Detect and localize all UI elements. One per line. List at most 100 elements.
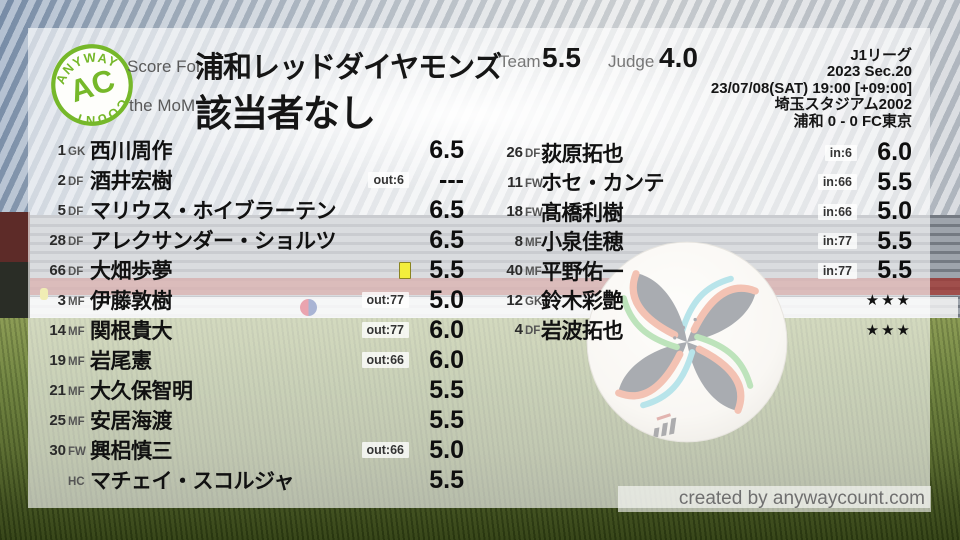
player-name: 鈴木彩艶 bbox=[541, 290, 624, 314]
substitution-badge: out:77 bbox=[361, 322, 409, 338]
player-position: FW bbox=[68, 445, 86, 458]
player-number: 2 bbox=[57, 171, 66, 189]
player-number: 40 bbox=[506, 262, 523, 280]
player-name: 荻原拓也 bbox=[541, 142, 623, 166]
player-row: 26 DF 荻原拓也 in:6 6.0 bbox=[490, 138, 930, 168]
player-number: 4 bbox=[514, 321, 523, 339]
player-number: 1 bbox=[57, 141, 66, 159]
player-name: 岩波拓也 bbox=[541, 319, 624, 343]
player-name: ホセ・カンテ bbox=[541, 172, 664, 196]
mom-value: 該当者なし bbox=[195, 93, 376, 134]
player-position: FW bbox=[525, 207, 543, 220]
credit-text: created by anywaycount.com bbox=[678, 488, 925, 509]
player-name: 興梠慎三 bbox=[90, 440, 172, 463]
player-number: 25 bbox=[49, 411, 66, 429]
player-name: 関根貴大 bbox=[90, 320, 172, 343]
player-number: 8 bbox=[514, 232, 523, 250]
player-position: MF bbox=[68, 325, 85, 338]
player-row: 66 DF 大畑歩夢 5.5 bbox=[28, 255, 482, 285]
substitution-badge: in:6 bbox=[824, 144, 857, 161]
player-rating: 6.0 bbox=[429, 315, 464, 344]
credit-bar: created by anywaycount.com bbox=[618, 486, 931, 512]
yellow-card-icon bbox=[399, 261, 411, 279]
player-rating: 6.5 bbox=[429, 135, 464, 164]
player-position: MF bbox=[68, 385, 85, 398]
player-row: 8 MF 小泉佳穂 in:77 5.5 bbox=[490, 227, 930, 257]
player-row: 4 DF 岩波拓也 ★★★ bbox=[490, 315, 930, 345]
player-number: 28 bbox=[49, 231, 66, 249]
substitution-badge: in:66 bbox=[817, 174, 857, 191]
player-row: HC マチェイ・スコルジャ 5.5 bbox=[28, 465, 482, 495]
player-rating: 6.5 bbox=[429, 195, 464, 224]
player-position: DF bbox=[525, 325, 541, 338]
player-rating: 5.5 bbox=[877, 167, 912, 196]
player-position: DF bbox=[68, 265, 84, 278]
player-number: 66 bbox=[49, 261, 66, 279]
player-row: 12 GK 鈴木彩艶 ★★★ bbox=[490, 286, 930, 316]
left-dark-detail bbox=[0, 262, 30, 318]
substitution-badge: out:6 bbox=[368, 172, 409, 188]
player-name: マリウス・ホイブラーテン bbox=[90, 200, 337, 223]
substitutes-list: 26 DF 荻原拓也 in:6 6.0 11 FW ホセ・カンテ in:66 5… bbox=[490, 138, 930, 345]
player-rating: 5.5 bbox=[429, 405, 464, 434]
player-name: 小泉佳穂 bbox=[541, 231, 623, 255]
player-name: 髙橋利樹 bbox=[541, 201, 623, 225]
player-rating: 5.5 bbox=[429, 375, 464, 404]
player-name: 岩尾憲 bbox=[90, 350, 152, 373]
player-position: MF bbox=[68, 415, 85, 428]
player-name: 平野佑一 bbox=[541, 260, 623, 284]
player-row: 5 DF マリウス・ホイブラーテン 6.5 bbox=[28, 195, 482, 225]
player-rating: 6.5 bbox=[429, 225, 464, 254]
starters-list: 1 GK 西川周作 6.5 2 DF 酒井宏樹 out:6 --- 5 DF マ… bbox=[28, 135, 482, 495]
player-row: 40 MF 平野佑一 in:77 5.5 bbox=[490, 256, 930, 286]
player-name: 酒井宏樹 bbox=[90, 170, 173, 193]
player-name: 大久保智明 bbox=[90, 380, 193, 403]
player-position: HC bbox=[68, 475, 85, 488]
anywaycount-logo: ANYWAY COUNT AC bbox=[47, 41, 135, 136]
left-stand-detail bbox=[0, 212, 30, 270]
final-score: 浦和 0 - 0 FC東京 bbox=[793, 112, 912, 130]
player-row: 30 FW 興梠慎三 out:66 5.0 bbox=[28, 435, 482, 465]
player-position: MF bbox=[525, 236, 542, 249]
player-rating: 5.0 bbox=[877, 197, 912, 226]
kickoff-datetime: 23/07/08(SAT) 19:00 [+09:00] bbox=[710, 79, 912, 97]
player-number: 19 bbox=[49, 351, 66, 369]
team-score-value: 5.5 bbox=[542, 42, 581, 73]
player-number: 14 bbox=[49, 321, 66, 339]
player-rating: 5.5 bbox=[429, 255, 464, 284]
score-for-label: Score For bbox=[127, 57, 202, 76]
player-number: 3 bbox=[57, 291, 66, 309]
player-rating: 6.0 bbox=[429, 345, 464, 374]
substitution-badge: out:66 bbox=[361, 442, 409, 458]
translucent-overlay bbox=[28, 28, 930, 508]
player-position: DF bbox=[68, 205, 84, 218]
player-name: 大畑歩夢 bbox=[90, 260, 173, 283]
player-stars: ★★★ bbox=[865, 321, 912, 339]
substitution-badge: in:66 bbox=[817, 203, 857, 220]
player-position: MF bbox=[68, 295, 85, 308]
substitution-badge: in:77 bbox=[817, 233, 857, 250]
player-number: 18 bbox=[506, 203, 523, 221]
player-row: 19 MF 岩尾憲 out:66 6.0 bbox=[28, 345, 482, 375]
player-rating: --- bbox=[439, 165, 464, 194]
league-name: J1リーグ bbox=[850, 47, 912, 64]
season-section: 2023 Sec.20 bbox=[826, 63, 912, 81]
player-number: 26 bbox=[506, 144, 523, 162]
player-name: 伊藤敦樹 bbox=[90, 290, 172, 313]
player-row: 3 MF 伊藤敦樹 out:77 5.0 bbox=[28, 285, 482, 315]
player-position: DF bbox=[68, 235, 84, 248]
player-row: 11 FW ホセ・カンテ in:66 5.5 bbox=[490, 168, 930, 198]
player-number: 30 bbox=[49, 441, 66, 459]
player-position: DF bbox=[68, 175, 84, 188]
match-info-block: J1リーグ 2023 Sec.20 23/07/08(SAT) 19:00 [+… bbox=[710, 47, 912, 130]
player-number: 21 bbox=[49, 381, 66, 399]
player-position: DF bbox=[525, 148, 541, 161]
player-stars: ★★★ bbox=[865, 292, 912, 310]
player-rating: 6.0 bbox=[877, 138, 912, 167]
substitution-badge: out:66 bbox=[361, 352, 409, 368]
judge-score-label: Judge bbox=[608, 52, 655, 71]
player-name: マチェイ・スコルジャ bbox=[90, 470, 294, 493]
player-rating: 5.5 bbox=[429, 465, 464, 494]
